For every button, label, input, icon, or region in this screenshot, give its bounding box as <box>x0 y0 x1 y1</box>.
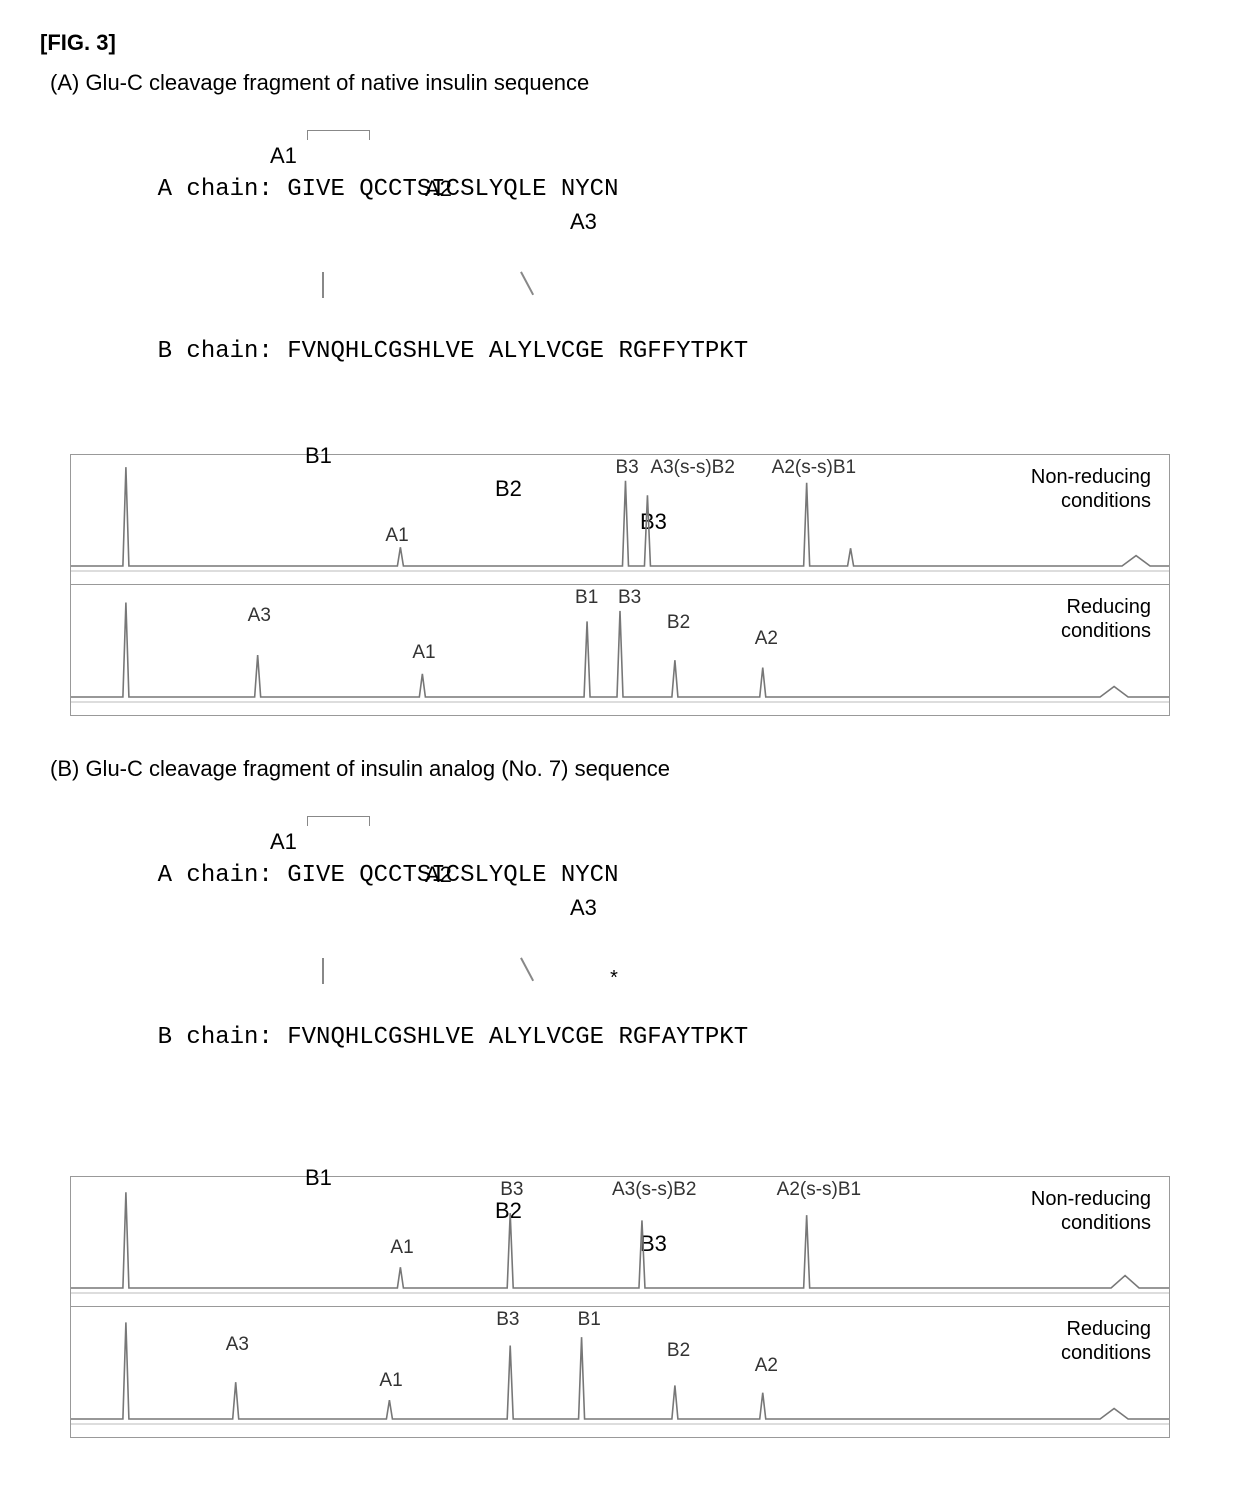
peak-label: A3(s-s)B2 <box>612 1179 696 1201</box>
condition-label: Reducingconditions <box>1061 1317 1151 1365</box>
peak-label: B2 <box>667 612 690 634</box>
peak-label: B2 <box>667 1340 690 1362</box>
condition-label: Non-reducingconditions <box>1031 465 1151 513</box>
panel-a-nonreducing: Non-reducingconditions A1 B3 A3(s-s)B2 A2(s-… <box>71 455 1169 585</box>
panel-b-nonreducing: Non-reducingconditions A1 B3 A3(s-s)B2 A2(s-… <box>71 1177 1169 1307</box>
peak-label: A2(s-s)B1 <box>777 1179 861 1201</box>
panel-a-reducing: Reducingconditions A3 A1 B1 B3 B2 A2 <box>71 585 1169 715</box>
b-chain-row: B chain: FVNQHLCGSHLVE ALYLVCGE RGFFYTPK… <box>100 298 1200 406</box>
panel-a-bot-fragments: B1 B2 B3 <box>100 406 1200 436</box>
condition-label: Reducingconditions <box>1061 595 1151 643</box>
panel-b-sequence: A1 A2 A3 A chain: GIVE QCCTSICSLYQLE NYC… <box>100 792 1200 1158</box>
peak-label: B1 <box>575 587 598 609</box>
peak-label: B3 <box>496 1309 519 1331</box>
disulfide-line-1 <box>322 272 324 298</box>
a-chain-seq: GIVE QCCTSICSLYQLE NYCN <box>287 862 618 889</box>
a-chain-label: A chain: <box>158 176 273 203</box>
peak-label: A2 <box>755 1355 778 1377</box>
peak-label: B1 <box>578 1309 601 1331</box>
panel-b-title: (B) Glu-C cleavage fragment of insulin a… <box>50 756 1200 782</box>
condition-label: Non-reducingconditions <box>1031 1187 1151 1235</box>
peak-label: A1 <box>390 1237 413 1259</box>
peak-label: A1 <box>385 525 408 547</box>
peak-label: A3(s-s)B2 <box>650 457 734 479</box>
peak-label: A3 <box>248 605 271 627</box>
mutation-asterisk: * <box>608 966 620 996</box>
peak-label: A2(s-s)B1 <box>772 457 856 479</box>
panel-b-reducing: Reducingconditions A3 A1 B3 B1 B2 A2 <box>71 1307 1169 1437</box>
figure-label: [FIG. 3] <box>40 30 1200 56</box>
b-chain-row: B chain: FVNQHLCGSHLVE ALYLVCGE RGFAYTPK… <box>100 984 1200 1128</box>
a-chain-label: A chain: <box>158 862 273 889</box>
b-chain-seq: FVNQHLCGSHLVE ALYLVCGE RGFAYTPKT <box>287 1024 748 1051</box>
panel-b-top-fragments: A1 A2 A3 <box>100 792 1200 822</box>
panel-a-title: (A) Glu-C cleavage fragment of native in… <box>50 70 1200 96</box>
b-chain-label: B chain: <box>158 338 273 365</box>
panel-b-bot-fragments: B1 B2 B3 <box>100 1128 1200 1158</box>
peak-label: B3 <box>615 457 638 479</box>
panel-a-chroms: Non-reducingconditions A1 B3 A3(s-s)B2 A2(s-… <box>70 454 1170 716</box>
a-chain-row: A chain: GIVE QCCTSICSLYQLE NYCN <box>100 822 1200 966</box>
peak-label: A3 <box>226 1334 249 1356</box>
b-chain-seq: FVNQHLCGSHLVE ALYLVCGE RGFFYTPKT <box>287 338 748 365</box>
panel-a-top-fragments: A1 A2 A3 <box>100 106 1200 136</box>
disulfide-bracket <box>307 816 370 826</box>
peak-label: A2 <box>755 628 778 650</box>
a-chain-seq: GIVE QCCTSICSLYQLE NYCN <box>287 176 618 203</box>
b-chain-label: B chain: <box>158 1024 273 1051</box>
disulfide-line-1 <box>322 958 324 984</box>
panel-b-chroms: Non-reducingconditions A1 B3 A3(s-s)B2 A2(s-… <box>70 1176 1170 1438</box>
peak-label: A1 <box>379 1370 402 1392</box>
peak-label: B3 <box>618 587 641 609</box>
a-chain-row: A chain: GIVE QCCTSICSLYQLE NYCN <box>100 136 1200 280</box>
disulfide-bracket <box>307 130 370 140</box>
peak-label: A1 <box>412 642 435 664</box>
peak-label: B3 <box>500 1179 523 1201</box>
panel-a-sequence: A1 A2 A3 A chain: GIVE QCCTSICSLYQLE NYC… <box>100 106 1200 436</box>
